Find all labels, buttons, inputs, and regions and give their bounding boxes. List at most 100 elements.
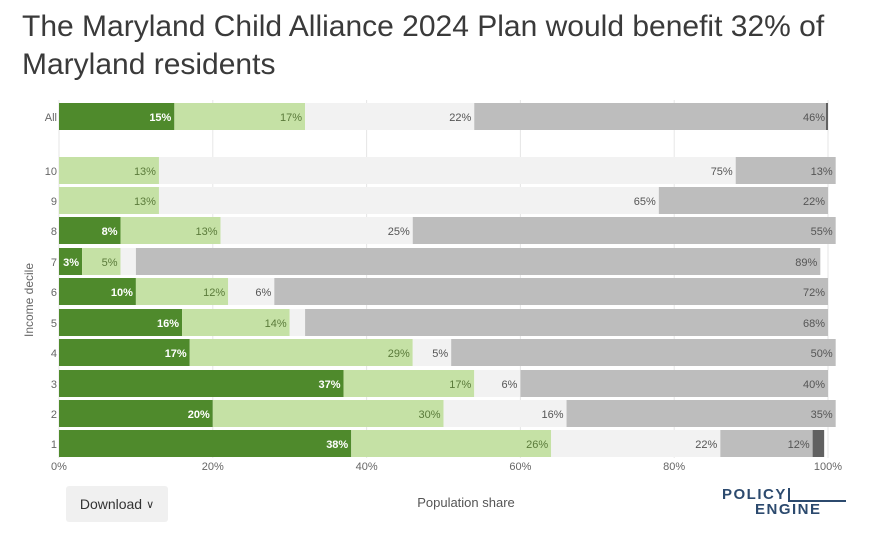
x-tick-label: 100% (814, 461, 842, 473)
data-label: 6% (501, 379, 517, 391)
data-label: 13% (811, 166, 833, 178)
data-label: 14% (265, 318, 287, 330)
y-tick-label: 2 (51, 409, 57, 421)
data-label: 37% (318, 379, 340, 391)
data-label: 29% (388, 348, 410, 360)
download-label: Download (79, 496, 143, 512)
data-label: 68% (803, 318, 825, 330)
data-label: 17% (280, 112, 302, 124)
x-tick-label: 40% (356, 461, 378, 473)
data-label: 5% (432, 348, 448, 360)
y-tick-label: 9 (51, 196, 57, 208)
bar-segment (220, 217, 413, 244)
data-label: 75% (711, 166, 733, 178)
bar-segment (274, 278, 828, 305)
bar-segment (59, 309, 183, 336)
data-label: 3% (63, 257, 79, 269)
bar-segment (351, 430, 552, 457)
bar-segment (658, 187, 828, 214)
x-tick-label: 80% (663, 461, 685, 473)
data-label: 16% (542, 409, 564, 421)
logo-top-text: POLICY (722, 486, 787, 503)
data-label: 55% (811, 226, 833, 238)
data-label: 17% (449, 379, 471, 391)
bar-segment (158, 187, 659, 214)
data-label: 38% (326, 439, 348, 451)
logo-line-horizontal (788, 500, 846, 502)
data-label: 6% (255, 287, 271, 299)
bar-segment (135, 248, 821, 275)
data-label: 46% (803, 112, 825, 124)
bar-segment (305, 309, 829, 336)
data-label: 22% (803, 196, 825, 208)
bar-segment (120, 248, 136, 275)
data-label: 5% (102, 257, 118, 269)
all-row-end-marker (826, 103, 828, 130)
data-label: 10% (111, 287, 133, 299)
bar-segment (412, 217, 836, 244)
download-button[interactable]: Download ∨ (66, 486, 168, 522)
bar-segment (59, 339, 190, 366)
bar-segment (735, 157, 836, 184)
data-label: 8% (102, 226, 118, 238)
bar-segment (443, 400, 567, 427)
bar-segment (551, 430, 721, 457)
bar-segment (289, 309, 306, 336)
data-label: 13% (195, 226, 217, 238)
y-tick-label: 8 (51, 226, 57, 238)
x-tick-label: 0% (51, 461, 67, 473)
bar-segment (182, 309, 290, 336)
data-label: 20% (188, 409, 210, 421)
bar-segment (343, 370, 475, 397)
y-tick-label: 6 (51, 287, 57, 299)
y-tick-label: 10 (45, 166, 57, 178)
bar-segment (59, 278, 136, 305)
bar-segment (812, 430, 825, 457)
x-tick-label: 20% (202, 461, 224, 473)
y-tick-label: 5 (51, 318, 57, 330)
policyengine-logo[interactable]: POLICY ENGINE (722, 486, 852, 520)
bar-segment (59, 187, 159, 214)
bar-segment (566, 400, 836, 427)
bar-segment (82, 248, 121, 275)
bar-segment (474, 103, 828, 130)
bar-segment (59, 430, 352, 457)
data-label: 30% (418, 409, 440, 421)
y-tick-label: 3 (51, 379, 57, 391)
bar-segment (158, 157, 736, 184)
bar-segment (59, 248, 83, 275)
bar-segment (305, 103, 475, 130)
bar-segment (228, 278, 275, 305)
data-label: 13% (134, 166, 156, 178)
y-axis-title: Income decile (22, 263, 36, 337)
bar-segment (59, 103, 175, 130)
bar-segment (451, 339, 836, 366)
data-label: 12% (203, 287, 225, 299)
bar-segment (59, 400, 213, 427)
y-tick-label: 1 (51, 439, 57, 451)
bar-segment (189, 339, 413, 366)
data-label: 35% (811, 409, 833, 421)
data-label: 89% (795, 257, 817, 269)
data-label: 40% (803, 379, 825, 391)
logo-bottom-text: ENGINE (755, 501, 822, 518)
data-label: 50% (811, 348, 833, 360)
chevron-down-icon: ∨ (146, 498, 155, 511)
data-label: 17% (165, 348, 187, 360)
y-tick-label: 7 (51, 257, 57, 269)
bar-segment (474, 370, 521, 397)
data-label: 26% (526, 439, 548, 451)
bar-segment (212, 400, 444, 427)
data-label: 65% (634, 196, 656, 208)
bar-segment (135, 278, 229, 305)
data-label: 12% (788, 439, 810, 451)
data-label: 13% (134, 196, 156, 208)
bar-segment (520, 370, 828, 397)
bar-segment (720, 430, 813, 457)
data-label: 16% (157, 318, 179, 330)
y-tick-label: 4 (51, 348, 57, 360)
x-axis-title: Population share (417, 495, 515, 510)
data-label: 22% (449, 112, 471, 124)
logo-line-vertical (788, 488, 790, 502)
